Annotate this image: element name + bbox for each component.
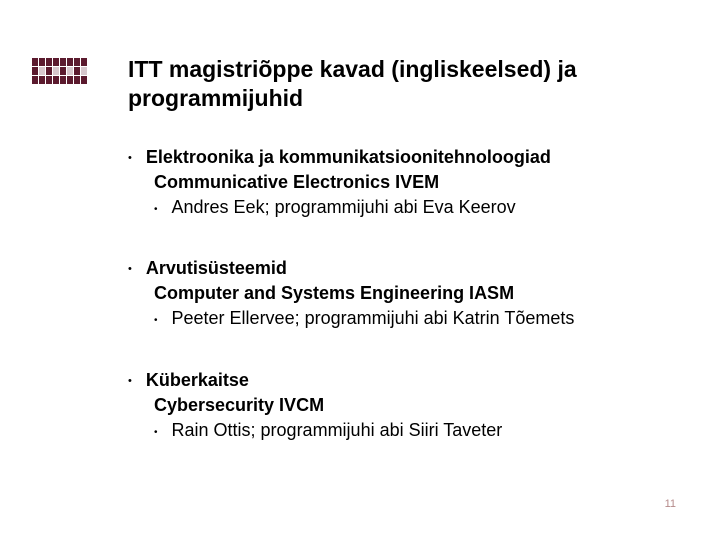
- page-number: 11: [665, 498, 676, 510]
- program-coordinator: Peeter Ellervee; programmijuhi abi Katri…: [172, 306, 575, 331]
- slide-title: ITT magistriõppe kavad (ingliskeelsed) j…: [128, 55, 680, 113]
- bullet-icon: •: [128, 262, 132, 277]
- bullet-icon: •: [154, 315, 158, 326]
- list-item: • Küberkaitse Cybersecurity IVCM • Rain …: [128, 368, 680, 444]
- program-name-eng: Communicative Electronics IVEM: [154, 170, 680, 195]
- program-name-eng: Cybersecurity IVCM: [154, 393, 680, 418]
- program-name-est: Elektroonika ja kommunikatsioonitehnoloo…: [146, 145, 551, 170]
- bullet-icon: •: [154, 204, 158, 215]
- program-name-eng: Computer and Systems Engineering IASM: [154, 281, 680, 306]
- program-coordinator: Rain Ottis; programmijuhi abi Siiri Tave…: [172, 418, 503, 443]
- program-name-est: Arvutisüsteemid: [146, 256, 287, 281]
- slide: ITT magistriõppe kavad (ingliskeelsed) j…: [0, 0, 720, 540]
- program-name-est: Küberkaitse: [146, 368, 249, 393]
- content-area: ITT magistriõppe kavad (ingliskeelsed) j…: [128, 55, 680, 479]
- logo: [32, 58, 87, 84]
- bullet-icon: •: [154, 427, 158, 438]
- list-item: • Arvutisüsteemid Computer and Systems E…: [128, 256, 680, 332]
- bullet-icon: •: [128, 374, 132, 389]
- bullet-icon: •: [128, 151, 132, 166]
- program-coordinator: Andres Eek; programmijuhi abi Eva Keerov: [172, 195, 516, 220]
- list-item: • Elektroonika ja kommunikatsioonitehnol…: [128, 145, 680, 221]
